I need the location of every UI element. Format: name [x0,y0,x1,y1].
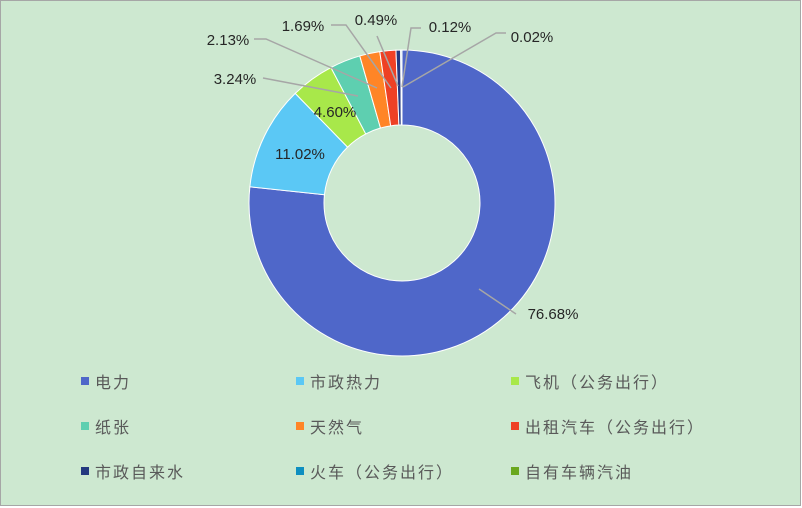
legend-label: 天然气 [310,414,364,438]
data-label-1: 11.02% [275,146,325,163]
legend-item: 飞机（公务出行） [511,369,669,393]
legend-item: 天然气 [296,414,364,438]
legend-label: 电力 [95,369,131,393]
legend-item: 自有车辆汽油 [511,459,633,483]
data-label-2: 4.60% [314,104,357,121]
legend-label: 出租汽车（公务出行） [525,414,705,438]
data-label-7: 0.12% [429,19,472,36]
legend-swatch [81,377,89,385]
legend-label: 市政自来水 [95,459,185,483]
legend-label: 市政热力 [310,369,382,393]
legend-swatch [511,377,519,385]
data-label-4: 2.13% [207,32,250,49]
legend-swatch [511,467,519,475]
legend-swatch [81,467,89,475]
legend-item: 市政自来水 [81,459,185,483]
data-label-0: 76.68% [528,306,579,323]
legend-swatch [81,422,89,430]
legend-swatch [296,467,304,475]
legend-item: 电力 [81,369,131,393]
data-label-5: 1.69% [282,18,325,35]
legend-item: 市政热力 [296,369,382,393]
legend-label: 火车（公务出行） [310,459,454,483]
legend-item: 火车（公务出行） [296,459,454,483]
data-label-3: 3.24% [214,71,257,88]
legend-label: 纸张 [95,414,131,438]
legend-item: 出租汽车（公务出行） [511,414,705,438]
data-label-8: 0.02% [511,29,554,46]
legend-swatch [296,422,304,430]
data-label-6: 0.49% [355,12,398,29]
legend-swatch [511,422,519,430]
legend-label: 飞机（公务出行） [525,369,669,393]
legend-item: 纸张 [81,414,131,438]
legend-swatch [296,377,304,385]
legend-label: 自有车辆汽油 [525,459,633,483]
